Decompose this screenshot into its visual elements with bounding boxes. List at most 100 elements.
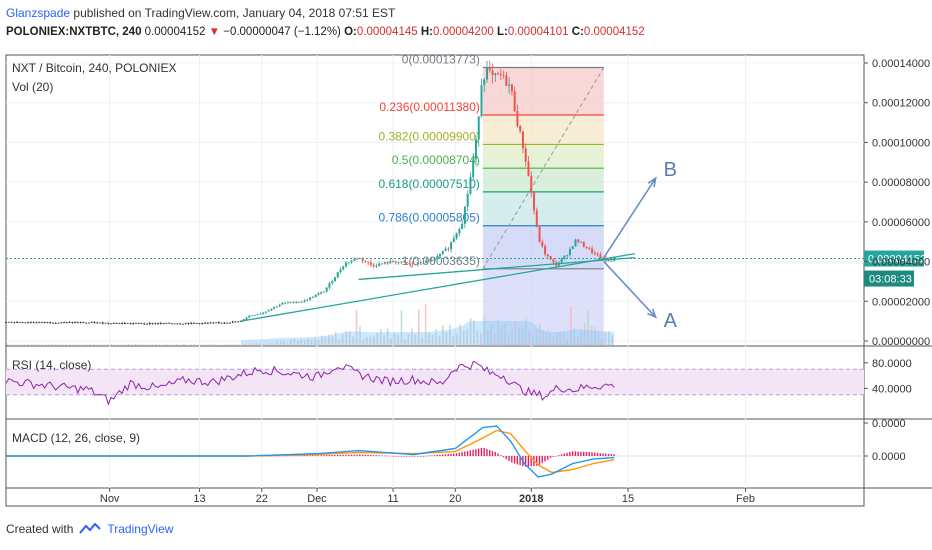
volume-bar xyxy=(352,336,354,345)
volume-bar xyxy=(473,320,475,345)
volume-label: Vol (20) xyxy=(12,80,53,94)
open-label: O: xyxy=(344,26,357,38)
macd-histogram-bar xyxy=(563,453,566,456)
candle-body xyxy=(403,261,406,263)
volume-bar xyxy=(587,310,589,345)
volume-bar xyxy=(521,327,524,345)
candle-body xyxy=(383,262,386,264)
candle-body xyxy=(51,322,54,324)
candle-body xyxy=(234,321,237,323)
publish-header: Glanzspade published on TradingView.com,… xyxy=(6,6,395,20)
candle-body xyxy=(394,261,397,263)
volume-bar xyxy=(193,344,195,345)
change-value: −0.00000047 (−1.12%) xyxy=(223,26,341,38)
volume-bar xyxy=(393,333,396,345)
macd-histogram-bar xyxy=(295,455,297,457)
volume-bar xyxy=(82,344,85,345)
volume-bar xyxy=(362,338,365,345)
volume-bar xyxy=(359,326,361,345)
volume-bar xyxy=(379,329,382,345)
symbol-label: POLONIEX:NXTBTC, 240 xyxy=(6,26,142,38)
macd-histogram-bar xyxy=(524,456,527,467)
candle-body xyxy=(143,323,146,325)
macd-histogram-bar xyxy=(555,456,557,457)
author-link[interactable]: Glanzspade xyxy=(6,6,71,20)
volume-bar xyxy=(400,310,403,345)
candle-body xyxy=(469,177,472,194)
volume-bar xyxy=(303,340,306,345)
volume-bar xyxy=(542,330,544,345)
candle-body xyxy=(375,265,378,267)
candle-body xyxy=(157,323,160,325)
candle-body xyxy=(239,321,242,322)
candle-body xyxy=(314,295,317,298)
candle-body xyxy=(593,252,596,254)
macd-histogram-bar xyxy=(505,456,507,460)
macd-histogram-bar xyxy=(596,452,599,456)
candle-body xyxy=(596,253,599,255)
candle-body xyxy=(256,314,259,316)
candle-body xyxy=(333,277,336,282)
candle-body xyxy=(148,323,151,325)
candle-body xyxy=(405,262,408,264)
volume-bar xyxy=(210,343,213,345)
macd-histogram-bar xyxy=(400,456,402,457)
candle-body xyxy=(10,321,13,323)
macd-histogram-bar xyxy=(494,451,496,456)
macd-histogram-bar xyxy=(331,455,333,456)
candle-body xyxy=(303,300,306,302)
close-label: C: xyxy=(571,26,584,38)
candle-body xyxy=(306,299,309,301)
candle-body xyxy=(505,75,508,86)
volume-bar xyxy=(324,337,327,345)
x-tick-label: 13 xyxy=(193,493,205,505)
candle-body xyxy=(591,248,594,253)
macd-histogram-bar xyxy=(342,454,344,456)
candle-body xyxy=(93,322,96,324)
macd-histogram-bar xyxy=(547,456,549,460)
candle-body xyxy=(13,322,16,324)
change-arrow-icon: ▼ xyxy=(208,26,221,38)
macd-histogram-bar xyxy=(472,449,474,456)
macd-histogram-bar xyxy=(610,454,613,456)
candle-body xyxy=(206,322,209,324)
candle-body xyxy=(179,323,182,325)
candle-body xyxy=(5,322,7,323)
macd-histogram-bar xyxy=(339,454,342,456)
candle-body xyxy=(328,283,331,288)
low-label: L: xyxy=(496,26,508,38)
candle-body xyxy=(173,323,176,325)
tradingview-logo-icon xyxy=(79,523,102,534)
candle-body xyxy=(477,116,480,140)
macd-histogram-bar xyxy=(430,455,433,456)
fib-level-label: 0.5(0.00008704) xyxy=(392,153,480,167)
volume-bar xyxy=(120,344,123,345)
volume-bar xyxy=(511,328,513,345)
candle-body xyxy=(79,322,82,324)
candle-body xyxy=(204,322,207,324)
candle-body xyxy=(96,322,99,324)
candle-body xyxy=(145,323,148,325)
volume-bar xyxy=(535,329,538,345)
tradingview-brand[interactable]: TradingView xyxy=(107,522,174,536)
macd-histogram-bar xyxy=(312,455,314,456)
candle-body xyxy=(356,258,359,260)
x-tick-label: Feb xyxy=(736,493,755,505)
candle-body xyxy=(474,139,477,160)
macd-histogram-bar xyxy=(392,455,394,457)
macd-histogram-bar xyxy=(375,455,378,456)
candle-body xyxy=(123,322,126,324)
volume-bar xyxy=(307,338,309,345)
scenario-arrow xyxy=(603,177,657,259)
candle-body xyxy=(364,260,367,262)
volume-bar xyxy=(487,329,489,345)
candle-body xyxy=(563,255,566,259)
macd-histogram-bar xyxy=(353,454,355,456)
volume-bar xyxy=(300,338,303,345)
volume-bar xyxy=(144,344,147,345)
volume-bar xyxy=(214,344,216,345)
volume-bar xyxy=(328,335,330,345)
volume-bar xyxy=(601,338,603,345)
volume-bar xyxy=(124,344,126,345)
